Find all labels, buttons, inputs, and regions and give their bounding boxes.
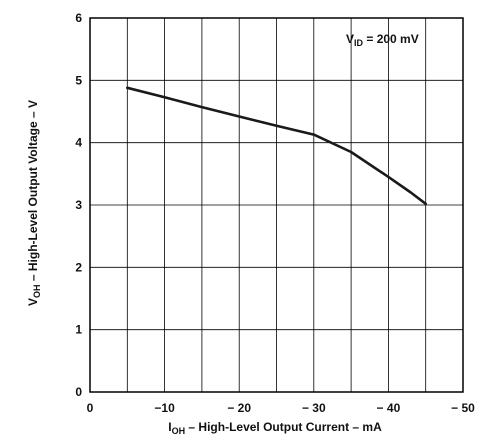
y-tick-label: 6 bbox=[75, 11, 82, 25]
x-tick-label: − 40 bbox=[377, 401, 401, 415]
y-axis-label-rest: – High-Level Output Voltage – V bbox=[26, 100, 40, 284]
y-tick-label: 0 bbox=[75, 385, 82, 399]
y-axis-label-sub: OH bbox=[32, 284, 42, 298]
x-tick-label: − 20 bbox=[227, 401, 251, 415]
annotation-rest: = 200 mV bbox=[363, 32, 419, 46]
series-line bbox=[126, 86, 428, 206]
x-tick-label: 0 bbox=[87, 401, 94, 415]
y-axis-label: VOH – High-Level Output Voltage – V bbox=[26, 100, 42, 306]
y-tick-labels: 0 1 2 3 4 5 6 bbox=[75, 11, 82, 399]
y-tick-label: 4 bbox=[75, 136, 82, 150]
x-tick-label: − 50 bbox=[451, 401, 475, 415]
x-tick-label: −10 bbox=[154, 401, 175, 415]
annotation-main: V bbox=[346, 32, 354, 46]
x-tick-label: − 30 bbox=[302, 401, 326, 415]
grid bbox=[90, 18, 463, 392]
series-layer bbox=[126, 86, 428, 206]
plot-frame bbox=[89, 17, 464, 393]
y-tick-label: 2 bbox=[75, 260, 82, 274]
x-axis-label: IOH – High-Level Output Current – mA bbox=[168, 420, 382, 436]
y-axis-label-main: V bbox=[26, 298, 40, 306]
annotation-sub: ID bbox=[354, 38, 364, 48]
x-axis-label-sub: OH bbox=[172, 426, 186, 436]
y-tick-label: 1 bbox=[75, 323, 82, 337]
x-axis-label-rest: – High-Level Output Current – mA bbox=[185, 420, 382, 434]
annotation-vid: VID = 200 mV bbox=[346, 32, 419, 48]
x-tick-labels: 0 −10 − 20 − 30 − 40 − 50 bbox=[87, 401, 476, 415]
y-tick-label: 3 bbox=[75, 198, 82, 212]
x-axis-label-main: I bbox=[168, 420, 171, 434]
y-tick-label: 5 bbox=[75, 73, 82, 87]
